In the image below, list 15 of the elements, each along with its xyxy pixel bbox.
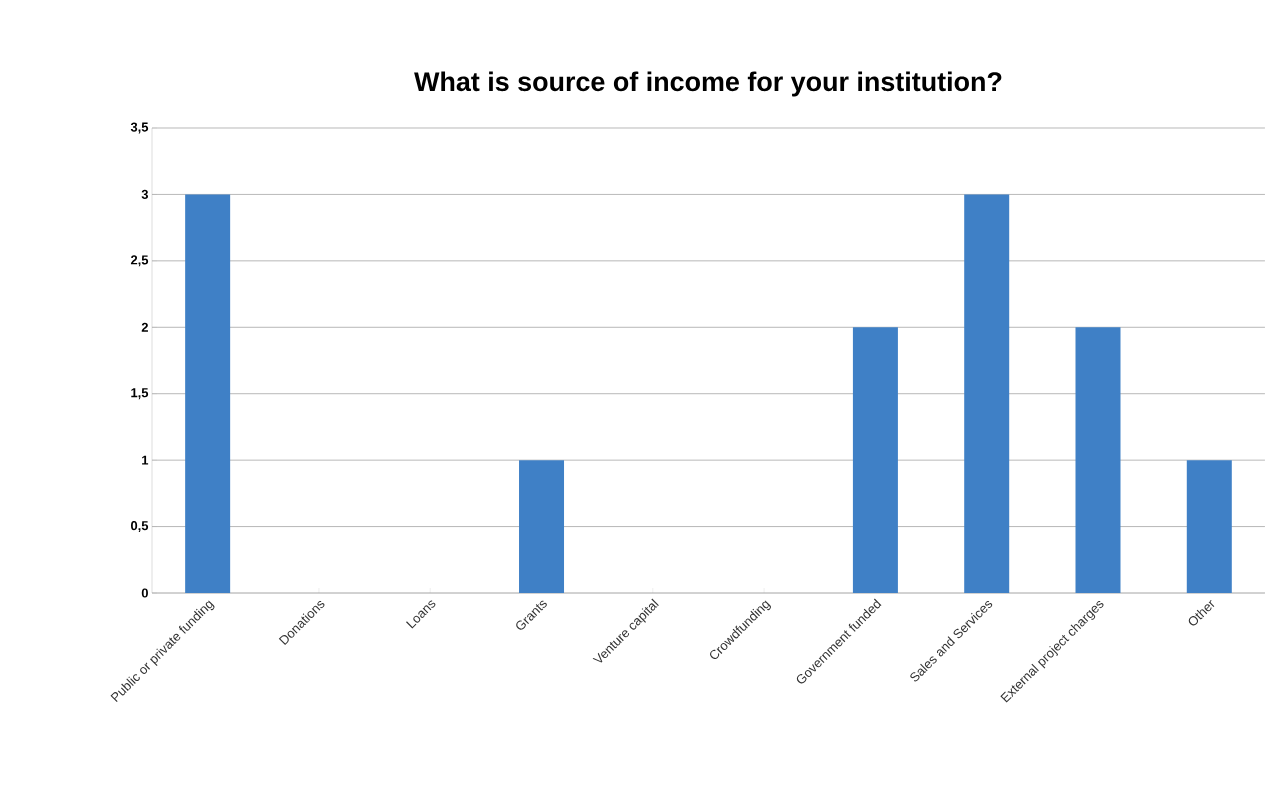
bar: [964, 194, 1010, 593]
y-tick-label: 3,5: [130, 122, 149, 134]
y-tick-label: 1: [142, 455, 149, 465]
y-tick-label: 2,5: [130, 255, 149, 267]
y-tick-label: 3: [141, 189, 149, 200]
bar: [1075, 327, 1121, 593]
y-tick-label: 0,5: [130, 521, 149, 533]
chart-title: What is source of income for your institution?: [414, 71, 1002, 97]
bar: [1186, 460, 1232, 593]
bar: [519, 460, 565, 593]
y-tick-label: 1,5: [131, 388, 149, 400]
bar: [185, 194, 231, 593]
y-tick-label: 2: [141, 322, 148, 332]
y-tick-label: 0: [141, 588, 148, 598]
bar: [852, 327, 898, 593]
